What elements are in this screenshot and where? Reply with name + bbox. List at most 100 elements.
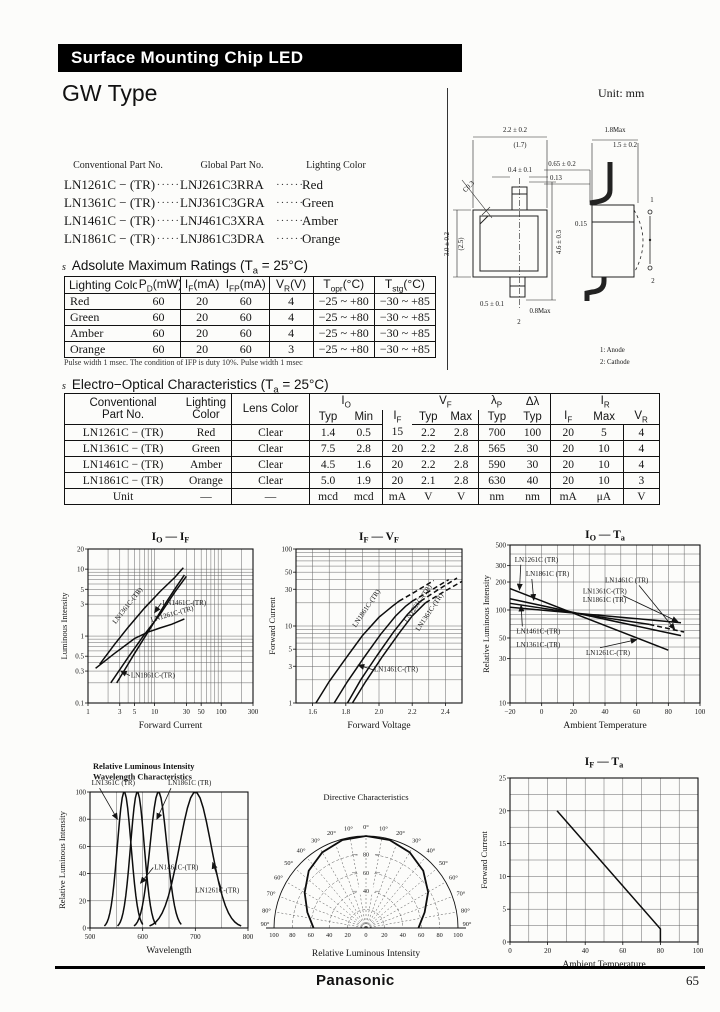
table-cell: 60 [136, 309, 182, 327]
table-cell: Orange [181, 472, 232, 489]
table-cell: V [444, 488, 480, 505]
table-header-cell: IFP(mA) [222, 276, 270, 295]
table-cell: Red [64, 293, 137, 311]
table-header-cell: IF [550, 409, 586, 425]
chart-forward-current-vs-forward-voltage: 1.6 1.8 2.0 2.2 2.4 1 3 5 10 30 50 100 LN1861C-(TR) L… [266, 527, 472, 744]
table-cell: 60 [136, 341, 182, 358]
table-cell: Red [181, 424, 232, 441]
part-list-cell: Green [302, 195, 334, 210]
svg-text:80: 80 [79, 816, 87, 824]
table-cell: 1.6 [345, 456, 383, 473]
svg-text:600: 600 [137, 933, 148, 941]
table-cell: 10 [585, 440, 624, 457]
svg-text:10: 10 [499, 700, 507, 708]
part-list-cell: ······ [276, 215, 302, 227]
table-cell: 4 [269, 325, 314, 343]
table-cell: 20 [382, 440, 413, 457]
svg-text:5: 5 [133, 708, 137, 716]
table-cell: mcd [345, 488, 383, 505]
type-title: GW Type [62, 80, 158, 106]
table-cell: 20 [180, 309, 223, 327]
svg-text:0: 0 [503, 939, 507, 947]
svg-text:Wavelength Characteristics: Wavelength Characteristics [93, 773, 193, 782]
table-cell: 5 [585, 424, 624, 441]
table-cell: LN1861C − (TR) [64, 472, 182, 489]
svg-text:500: 500 [496, 542, 507, 550]
svg-text:0.3: 0.3 [75, 668, 84, 676]
eo-title-sub: a [273, 384, 279, 396]
table-header-cell: IR [600, 394, 610, 409]
svg-text:2.2 ± 0.2: 2.2 ± 0.2 [503, 127, 528, 134]
table-row: Red 60 20 60 4 −25 ~ +80 −30 ~ +85 [64, 293, 436, 311]
svg-text:80°: 80° [461, 907, 470, 914]
svg-text:40°: 40° [427, 848, 436, 855]
chart-forward-current-vs-ambient-temperature: 0 20 40 60 80 100 0 5 10 15 20 25 IF — Ta Ambient Tem… [478, 752, 712, 975]
part-list-cell: LN1361C − (TR) [64, 195, 156, 210]
svg-text:50: 50 [198, 708, 206, 716]
brand-logo: Panasonic [316, 972, 395, 989]
table-cell: 2.2 [412, 456, 445, 473]
svg-text:Relative Luminous Intensity: Relative Luminous Intensity [93, 762, 195, 771]
svg-text:1.8Max: 1.8Max [605, 127, 627, 134]
eo-table: Conventional Part No. Lighting Color Lens Co… [64, 393, 660, 505]
table-header-cell: Typ [412, 409, 445, 425]
table-header-cell: IF(mA) [180, 276, 223, 295]
svg-text:10: 10 [151, 708, 159, 716]
table-cell: V [637, 490, 646, 503]
svg-text:LN1261C (TR): LN1261C (TR) [515, 556, 559, 564]
svg-text:2.2: 2.2 [408, 708, 417, 716]
table-cell: 60 [136, 293, 182, 311]
table-row: LN1461C − (TR) Amber Clear 4.5 1.6 20 2.2 2.8 59… [64, 456, 660, 473]
table-header-cell: Δλ [514, 393, 552, 410]
table-cell: Green [181, 440, 232, 457]
svg-text:100: 100 [453, 932, 462, 939]
part-list-cell: Amber [302, 213, 339, 228]
table-cell: Green [64, 309, 137, 327]
part-list-cell: ······ [152, 179, 180, 191]
table-cell: −25 ~ +80 [313, 309, 375, 327]
chart-svg-if_ta: 0 20 40 60 80 100 0 5 10 15 20 25 IF — Ta Ambient Tem… [479, 756, 704, 970]
table-cell: Amber [64, 325, 137, 343]
svg-text:5: 5 [81, 586, 85, 594]
table-cell: 60 [222, 341, 270, 358]
svg-text:80: 80 [665, 708, 673, 716]
table-cell: 3 [269, 341, 314, 358]
svg-text:Forward Current: Forward Current [479, 831, 489, 889]
svg-text:1: Anode: 1: Anode [600, 347, 625, 354]
svg-text:40: 40 [602, 708, 610, 716]
table-cell: 20 [382, 456, 413, 473]
table-row: LN1261C − (TR) Red Clear 1.4 0.5 15 2.2 2.8 700 1… [64, 424, 660, 441]
svg-text:30: 30 [285, 586, 293, 594]
svg-text:40: 40 [79, 870, 87, 878]
svg-text:LN1261C-(TR): LN1261C-(TR) [195, 887, 240, 895]
svg-text:LN1861C-(TR): LN1861C-(TR) [131, 672, 176, 680]
table-header-cell: Conventional Part No. [64, 393, 182, 425]
table-cell: −30 ~ +85 [379, 342, 430, 357]
svg-text:0: 0 [364, 932, 367, 939]
svg-text:5: 5 [289, 646, 293, 654]
svg-text:40: 40 [326, 932, 332, 939]
eo-section-title: s Electro−Optical Characteristics (Ta = 2… [62, 377, 329, 396]
svg-text:LN1461C-(TR): LN1461C-(TR) [516, 627, 561, 635]
page-header-bar: Surface Mounting Chip LED [58, 44, 462, 72]
table-row: Orange 60 20 60 3 −25 ~ +80 −30 ~ +85 [65, 341, 436, 358]
table-cell: 30 [514, 440, 552, 457]
table-cell: mA [559, 490, 577, 503]
svg-text:70°: 70° [267, 890, 276, 897]
svg-text:20: 20 [499, 807, 507, 815]
svg-text:300: 300 [496, 562, 507, 570]
svg-text:LN1461C-(TR): LN1461C-(TR) [162, 599, 207, 607]
table-cell: Clear [231, 456, 311, 473]
part-list-cell: LN1261C − (TR) [64, 177, 156, 192]
svg-text:2: Cathode: 2: Cathode [600, 359, 630, 366]
svg-text:0: 0 [83, 925, 87, 933]
svg-text:40: 40 [400, 932, 406, 939]
table-cell: 2.8 [345, 440, 383, 457]
table-cell: 4 [623, 440, 660, 457]
svg-text:0: 0 [508, 947, 512, 955]
svg-text:IO — Ta: IO — Ta [585, 529, 625, 543]
table-header-cell: Typ [478, 409, 515, 425]
part-list-header-color: Lighting Color [306, 160, 366, 171]
svg-text:0.5 ± 0.1: 0.5 ± 0.1 [480, 301, 504, 308]
